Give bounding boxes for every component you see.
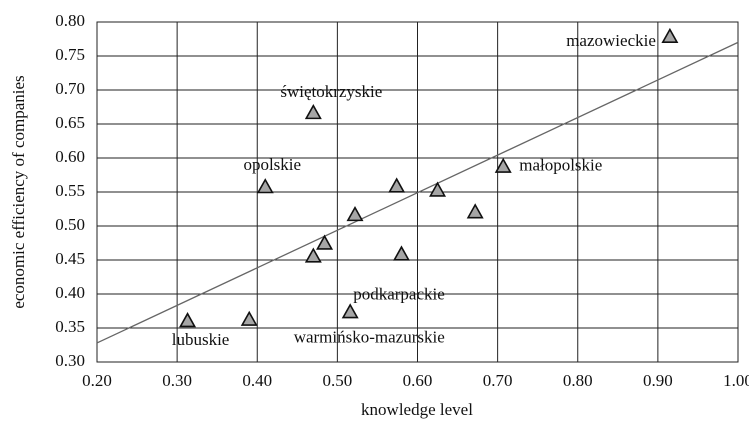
x-tick-label: 0.40 — [242, 371, 272, 390]
x-tick-label: 0.20 — [82, 371, 112, 390]
x-tick-label: 0.30 — [162, 371, 192, 390]
point — [661, 27, 679, 44]
point — [388, 177, 406, 193]
point-label: mazowieckie — [566, 31, 656, 50]
x-tick-label: 1.00 — [723, 371, 749, 390]
y-tick-label: 0.45 — [55, 249, 85, 268]
point — [494, 157, 512, 173]
y-tick-label: 0.80 — [55, 11, 85, 30]
y-tick-label: 0.75 — [55, 45, 85, 64]
y-tick-label: 0.60 — [55, 147, 85, 166]
x-tick-label: 0.50 — [323, 371, 353, 390]
point-label: świętokrzyskie — [280, 82, 382, 101]
point — [256, 178, 274, 194]
point — [466, 203, 484, 219]
point — [179, 312, 197, 328]
point-label: małopolskie — [519, 156, 602, 175]
y-tick-label: 0.55 — [55, 181, 85, 200]
y-tick-label: 0.50 — [55, 215, 85, 234]
y-tick-label: 0.40 — [55, 283, 85, 302]
trend-line — [96, 41, 739, 344]
point — [240, 310, 258, 326]
point — [316, 234, 334, 250]
x-tick-label: 0.90 — [643, 371, 673, 390]
point-label: opolskie — [243, 155, 301, 174]
plot-frame — [96, 21, 739, 363]
point-label: warmińsko-mazurskie — [294, 328, 445, 347]
x-axis-label: knowledge level — [361, 400, 473, 419]
y-tick-label: 0.35 — [55, 317, 85, 336]
point-label: lubuskie — [172, 330, 230, 349]
point — [429, 181, 447, 197]
point — [392, 245, 410, 261]
x-tick-label: 0.70 — [483, 371, 513, 390]
point — [346, 205, 364, 222]
point — [304, 103, 322, 120]
x-tick-label: 0.80 — [563, 371, 593, 390]
point — [341, 303, 359, 319]
point-label: podkarpackie — [353, 284, 445, 303]
point — [304, 247, 322, 263]
x-tick-label: 0.60 — [403, 371, 433, 390]
y-tick-label: 0.70 — [55, 79, 85, 98]
y-tick-label: 0.65 — [55, 113, 85, 132]
y-axis-label: economic efficiency of companies — [9, 75, 28, 308]
y-tick-label: 0.30 — [55, 351, 85, 370]
